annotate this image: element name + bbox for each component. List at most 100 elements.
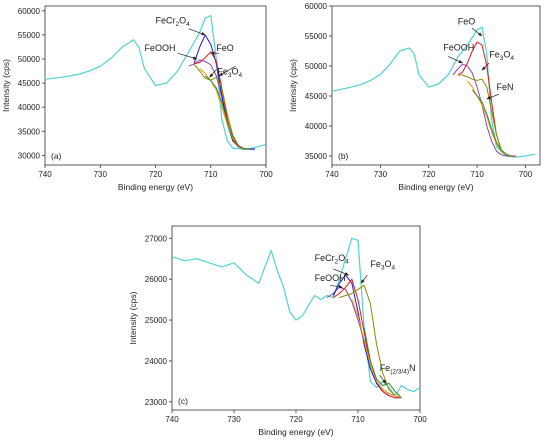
y-tick-label: 24000: [145, 357, 168, 366]
y-tick-label: 55000: [305, 32, 328, 41]
component-label: FeCr2O4: [315, 253, 350, 266]
panel-label: (c): [178, 396, 188, 406]
y-tick-label: 45000: [18, 79, 41, 88]
x-axis-label: Binding energy (eV): [118, 182, 193, 192]
x-tick-label: 710: [470, 170, 484, 179]
component-label: FeOOH: [443, 42, 474, 52]
y-tick-label: 27000: [145, 234, 168, 243]
component-label-text: O: [179, 15, 186, 25]
annotation-arrow: [486, 93, 500, 100]
y-tick-label: 60000: [305, 2, 328, 11]
y-axis-label: Intensity (cps): [128, 291, 138, 344]
component-label: Fe3O4: [489, 50, 514, 63]
annotation-arrow: [379, 375, 387, 384]
x-tick-label: 700: [259, 170, 273, 179]
y-tick-label: 35000: [305, 152, 328, 161]
y-tick-label: 26000: [145, 275, 168, 284]
y-tick-label: 40000: [305, 122, 328, 131]
panel-c: 740 730 720 710 700 23000 24000 25000 26000 27000…: [128, 225, 427, 437]
component-label: Fe3O4: [217, 66, 242, 79]
y-tick-label: 35000: [18, 127, 41, 136]
component-label: FeOOH: [144, 43, 175, 53]
x-tick-label: 730: [94, 170, 108, 179]
component-label-text: FeCr: [156, 15, 176, 25]
component-label-subscript: 3: [381, 264, 385, 271]
x-tick-label: 740: [165, 415, 179, 424]
y-tick-label: 50000: [18, 55, 41, 64]
annotation-arrow: [209, 69, 217, 78]
y-axis-label: Intensity (cps): [288, 59, 298, 112]
x-tick-label: 720: [149, 170, 163, 179]
experimental-envelope-line: [44, 15, 267, 150]
component-label: Fe(2/3/4)N: [380, 363, 416, 376]
component-label-subscript: 4: [392, 264, 396, 271]
annotation-arrow: [177, 52, 198, 60]
experimental-envelope-line: [331, 26, 536, 158]
y-tick-label: 30000: [18, 151, 41, 160]
y-tick-label: 40000: [18, 103, 41, 112]
component-label-text: FeOOH: [315, 273, 346, 283]
x-axis-label: Binding energy (eV): [398, 182, 473, 192]
fit-component-line: [452, 63, 516, 157]
component-label-subscript: 4: [510, 55, 514, 62]
panel-label: (b): [338, 151, 349, 161]
component-label-text: O: [385, 259, 392, 269]
component-label-subscript: 3: [228, 72, 232, 79]
component-label-text: O: [232, 66, 239, 76]
component-label: FeO: [458, 17, 476, 27]
x-tick-label: 740: [325, 170, 339, 179]
fit-component-line: [471, 89, 512, 157]
component-label-text: Fe: [489, 50, 500, 60]
fit-component-line: [351, 299, 402, 399]
component-label-text: O: [503, 50, 510, 60]
x-tick-label: 720: [289, 415, 303, 424]
component-label: Fe3O4: [370, 259, 395, 272]
annotation-arrow: [330, 284, 343, 289]
component-label-text: O: [338, 253, 345, 263]
component-label-text: Fe: [217, 66, 228, 76]
y-tick-label: 60000: [18, 7, 41, 16]
fit-component-line: [204, 75, 250, 150]
component-label-text: N: [409, 363, 416, 373]
x-tick-label: 700: [413, 415, 427, 424]
y-tick-label: 23000: [145, 398, 168, 407]
component-label-text: FeO: [458, 17, 476, 27]
x-tick-label: 730: [374, 170, 388, 179]
annotation-arrow: [472, 27, 483, 37]
x-tick-label: 710: [351, 415, 365, 424]
plot-frame: [171, 225, 421, 411]
component-label-text: FeCr: [315, 253, 335, 263]
fit-component-line: [332, 278, 402, 399]
panel-b: 740 730 720 710 700 35000 40000 45000 50000 55000…: [288, 2, 541, 192]
fit-component-line: [467, 80, 512, 157]
x-tick-label: 710: [204, 170, 218, 179]
annotation-arrow: [360, 274, 368, 284]
x-axis-label: Binding energy (eV): [258, 427, 333, 437]
component-label-subscript: 4: [239, 72, 243, 79]
component-label-subscript: 3: [500, 55, 504, 62]
y-tick-label: 25000: [145, 316, 168, 325]
component-label-text: Fe: [380, 363, 391, 373]
annotation-arrow: [188, 28, 206, 36]
component-label: FeOOH: [315, 273, 346, 283]
x-tick-label: 700: [519, 170, 533, 179]
component-label-subscript: 4: [186, 21, 190, 28]
x-tick-label: 740: [38, 170, 52, 179]
component-label-subscript: 2: [176, 21, 180, 28]
component-label-text: FeO: [216, 43, 234, 53]
component-label-text: FeOOH: [443, 42, 474, 52]
component-label-subscript: 2: [335, 258, 339, 265]
y-tick-label: 50000: [305, 62, 328, 71]
component-label-text: FeN: [496, 82, 513, 92]
x-tick-label: 720: [422, 170, 436, 179]
fit-component-line: [363, 328, 402, 399]
annotation-arrow: [447, 56, 463, 64]
panel-label: (a): [51, 151, 62, 161]
component-label-subscript: 4: [345, 258, 349, 265]
y-tick-label: 45000: [305, 92, 328, 101]
component-label-subscript: (2/3/4): [390, 369, 409, 376]
plot-frame: [331, 5, 541, 166]
panel-a: 740 730 720 710 700 30000 35000 40000 45000 50000…: [1, 5, 273, 192]
component-label: FeN: [496, 82, 513, 92]
